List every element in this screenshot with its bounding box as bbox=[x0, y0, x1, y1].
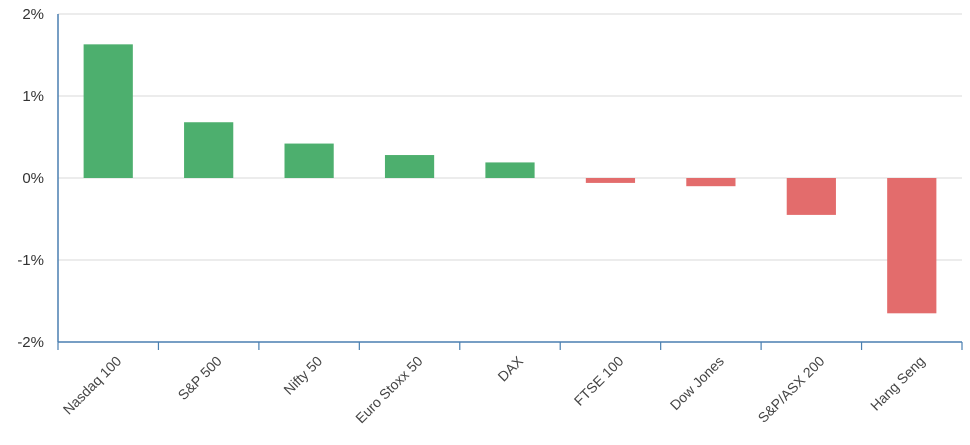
x-tick-labels: Nasdaq 100 S&P 500 Nifty 50 Euro Stoxx 50 DA… bbox=[60, 352, 928, 426]
bar-euro-stoxx-50 bbox=[384, 155, 435, 178]
y-tick-label: -2% bbox=[17, 334, 44, 351]
bar-s-p-500 bbox=[184, 122, 234, 178]
x-tick-label: Euro Stoxx 50 bbox=[352, 353, 426, 427]
bar-dax bbox=[485, 162, 535, 178]
bars bbox=[83, 44, 937, 314]
x-tick-label: Nifty 50 bbox=[280, 353, 325, 398]
y-tick-label: -1% bbox=[17, 252, 44, 269]
y-tick-labels: 2% 1% 0% -1% -2% bbox=[17, 6, 44, 351]
bar-nasdaq-100 bbox=[83, 44, 133, 179]
x-tick-label: Hang Seng bbox=[867, 353, 928, 414]
x-tick-label: FTSE 100 bbox=[571, 353, 627, 409]
bar-ftse-100 bbox=[585, 178, 636, 183]
x-tick-label: DAX bbox=[494, 352, 526, 384]
bar-dow-jones bbox=[686, 178, 736, 187]
x-tick-label: Nasdaq 100 bbox=[60, 353, 125, 418]
axes bbox=[57, 14, 963, 350]
bar-nifty-50 bbox=[284, 143, 334, 178]
y-tick-label: 2% bbox=[22, 6, 44, 23]
bar-hang-seng bbox=[887, 178, 937, 314]
y-tick-label: 0% bbox=[22, 170, 44, 187]
bar-s-p-asx-200 bbox=[786, 178, 836, 215]
x-tick-label: S&P 500 bbox=[175, 353, 225, 403]
x-tick-label: S&P/ASX 200 bbox=[755, 353, 828, 426]
x-tick-label: Dow Jones bbox=[667, 353, 727, 413]
y-tick-label: 1% bbox=[22, 88, 44, 105]
